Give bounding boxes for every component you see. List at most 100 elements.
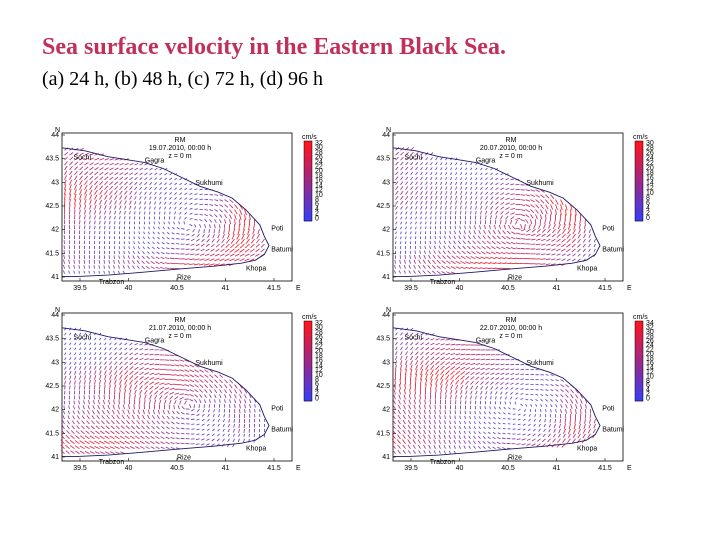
velocity-vector (485, 395, 487, 400)
velocity-vector (64, 357, 67, 361)
velocity-vector (435, 352, 440, 356)
velocity-vector (492, 230, 496, 235)
scale-swatch (635, 356, 643, 362)
velocity-vector (65, 450, 70, 454)
velocity-vector (165, 436, 170, 440)
velocity-vector (500, 358, 505, 361)
velocity-vector (206, 438, 210, 441)
velocity-vector (144, 394, 147, 400)
velocity-vector (395, 181, 399, 186)
lon-tick-label: 41 (222, 285, 230, 292)
velocity-vector (470, 395, 472, 400)
scale-tick-label: 32 (646, 324, 654, 331)
velocity-vector (229, 384, 233, 389)
scale-tick-label: 2 (646, 391, 650, 398)
velocity-vector (392, 414, 396, 420)
velocity-field (394, 147, 596, 274)
velocity-vector (104, 171, 109, 176)
velocity-vector (129, 440, 135, 445)
velocity-vector (156, 425, 160, 430)
velocity-vector (440, 347, 445, 351)
velocity-vector (475, 354, 481, 356)
velocity-vector (144, 211, 146, 215)
velocity-vector (468, 421, 471, 425)
velocity-vector (410, 364, 413, 370)
velocity-vector (216, 238, 220, 243)
velocity-vector (219, 384, 223, 389)
velocity-vector (161, 236, 165, 240)
velocity-vector (74, 352, 77, 356)
velocity-vector (565, 399, 569, 404)
velocity-vector (64, 152, 69, 156)
velocity-vector (429, 404, 431, 410)
velocity-vector (475, 186, 478, 190)
velocity-vector (422, 270, 426, 274)
velocity-vector (174, 369, 180, 372)
velocity-vector (149, 182, 153, 186)
velocity-vector (159, 187, 162, 190)
velocity-vector (530, 189, 535, 192)
scale-swatch (635, 343, 643, 348)
velocity-vector (415, 216, 418, 220)
velocity-vector (505, 382, 509, 385)
velocity-vector (124, 440, 130, 445)
velocity-vector (221, 238, 225, 244)
velocity-vector (485, 167, 488, 171)
velocity-vector (550, 379, 554, 381)
velocity-vector (98, 265, 100, 269)
velocity-vector (405, 341, 409, 346)
lon-tick-label: 40.5 (170, 465, 184, 472)
velocity-vector (150, 430, 155, 435)
velocity-vector (493, 411, 496, 415)
velocity-vector (392, 419, 396, 425)
velocity-vector (154, 373, 160, 376)
velocity-vector (480, 200, 483, 205)
velocity-vector (515, 237, 521, 240)
velocity-vector (445, 338, 451, 341)
velocity-vector (577, 238, 581, 244)
velocity-vector (119, 172, 124, 176)
velocity-vector (174, 201, 177, 205)
velocity-vector (475, 210, 477, 215)
velocity-vector (209, 253, 215, 257)
velocity-vector (114, 352, 118, 356)
velocity-vector (191, 233, 195, 237)
velocity-vector (487, 436, 491, 440)
velocity-vector (572, 229, 576, 235)
velocity-vector (415, 176, 418, 181)
velocity-vector (113, 259, 115, 264)
velocity-vector (413, 419, 416, 425)
lon-tick-label: 41.5 (267, 465, 281, 472)
velocity-vector (483, 431, 486, 435)
velocity-vector (415, 206, 418, 210)
velocity-vector (402, 434, 406, 440)
velocity-vector (495, 191, 499, 195)
velocity-vector (255, 248, 260, 253)
velocity-vector (417, 444, 421, 449)
scale-swatch (635, 191, 643, 197)
velocity-vector (525, 404, 528, 407)
velocity-vector (194, 198, 198, 200)
velocity-vector (496, 240, 501, 245)
velocity-vector (450, 361, 456, 366)
velocity-vector (79, 204, 82, 210)
velocity-vector (517, 428, 521, 431)
velocity-vector (510, 241, 516, 245)
velocity-vector (104, 356, 107, 361)
velocity-vector (159, 382, 165, 385)
velocity-vector (139, 357, 144, 361)
velocity-vector (132, 255, 135, 259)
velocity-vector (189, 398, 194, 402)
velocity-vector (74, 161, 79, 166)
velocity-vector (423, 414, 426, 420)
velocity-vector (409, 254, 411, 259)
velocity-vector (83, 270, 85, 274)
velocity-vector (435, 378, 439, 385)
velocity-vector (174, 211, 177, 215)
velocity-vector (104, 194, 108, 200)
velocity-vector (425, 221, 427, 225)
velocity-vector (400, 346, 403, 351)
velocity-vector (450, 353, 456, 356)
velocity-vector (69, 175, 73, 181)
velocity-vector (505, 202, 510, 205)
